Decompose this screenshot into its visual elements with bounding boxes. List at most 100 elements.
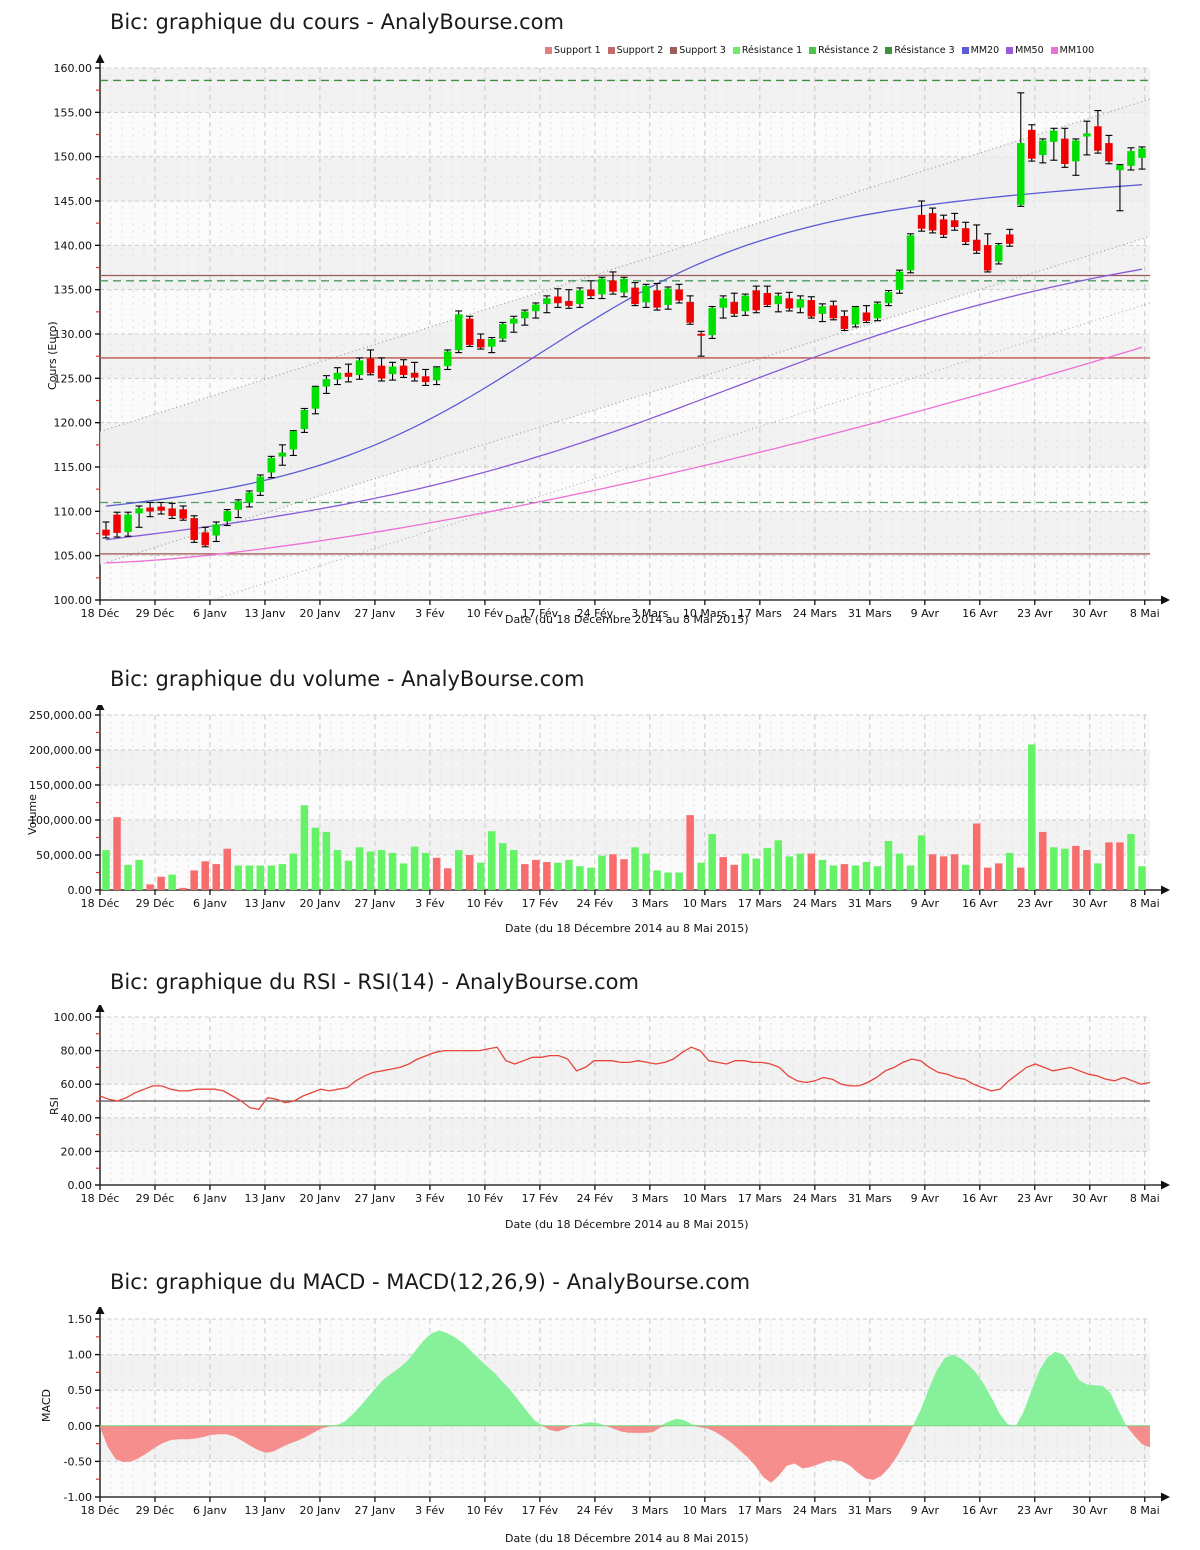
svg-text:6 Janv: 6 Janv xyxy=(193,1504,227,1517)
svg-text:9 Avr: 9 Avr xyxy=(911,897,940,910)
svg-text:140.00: 140.00 xyxy=(54,239,93,252)
svg-text:17 Fév: 17 Fév xyxy=(522,1192,559,1205)
svg-text:31 Mars: 31 Mars xyxy=(848,1504,892,1517)
svg-text:9 Avr: 9 Avr xyxy=(911,607,940,620)
legend-entry-support-3: Support 3 xyxy=(670,45,726,56)
macd-chart-plot: -1.00 -0.50 0.00 0.50 1.00 1.50 18 Déc 29 Déc 6 … xyxy=(64,1307,1170,1517)
price-x-axis-label: Date (du 18 Décembre 2014 au 8 Mai 2015) xyxy=(505,613,749,626)
svg-text:10 Fév: 10 Fév xyxy=(467,607,504,620)
svg-text:80.00: 80.00 xyxy=(61,1045,93,1058)
svg-text:13 Janv: 13 Janv xyxy=(244,897,285,910)
svg-text:1.00: 1.00 xyxy=(68,1349,93,1362)
svg-text:27 Janv: 27 Janv xyxy=(354,607,395,620)
svg-text:13 Janv: 13 Janv xyxy=(244,607,285,620)
svg-text:17 Fév: 17 Fév xyxy=(522,897,559,910)
legend-label: Support 2 xyxy=(616,45,664,56)
svg-text:10 Mars: 10 Mars xyxy=(683,1504,727,1517)
svg-text:20 Janv: 20 Janv xyxy=(299,607,340,620)
svg-text:105.00: 105.00 xyxy=(54,550,93,563)
svg-text:24 Mars: 24 Mars xyxy=(793,897,837,910)
svg-text:18 Déc: 18 Déc xyxy=(81,1192,120,1205)
svg-text:24 Fév: 24 Fév xyxy=(577,607,614,620)
svg-text:3 Mars: 3 Mars xyxy=(631,1504,668,1517)
svg-text:31 Mars: 31 Mars xyxy=(848,897,892,910)
svg-text:250,000.00: 250,000.00 xyxy=(29,709,92,722)
legend-entry-support-2: Support 2 xyxy=(607,45,664,56)
svg-text:6 Janv: 6 Janv xyxy=(193,607,227,620)
svg-text:24 Mars: 24 Mars xyxy=(793,1192,837,1205)
legend-swatch-icon xyxy=(885,47,893,54)
rsi-chart-title: Bic: graphique du RSI - RSI(14) - AnalyB… xyxy=(110,970,639,994)
svg-text:8 Mai: 8 Mai xyxy=(1130,1504,1160,1517)
svg-text:0.00: 0.00 xyxy=(68,1420,93,1433)
svg-text:16 Avr: 16 Avr xyxy=(962,897,998,910)
svg-text:0.00: 0.00 xyxy=(68,884,93,897)
svg-text:10 Mars: 10 Mars xyxy=(683,1192,727,1205)
svg-text:115.00: 115.00 xyxy=(54,461,93,474)
svg-text:0.50: 0.50 xyxy=(68,1384,93,1397)
legend-entry-support-1: Support 1 xyxy=(545,45,601,56)
svg-text:10 Mars: 10 Mars xyxy=(683,607,727,620)
svg-text:145.00: 145.00 xyxy=(54,195,93,208)
svg-text:3 Fév: 3 Fév xyxy=(415,607,445,620)
svg-text:18 Déc: 18 Déc xyxy=(81,897,120,910)
svg-text:29 Déc: 29 Déc xyxy=(136,1504,175,1517)
svg-text:6 Janv: 6 Janv xyxy=(193,897,227,910)
svg-text:30 Avr: 30 Avr xyxy=(1072,607,1108,620)
svg-text:10 Mars: 10 Mars xyxy=(683,897,727,910)
rsi-chart-panel: Bic: graphique du RSI - RSI(14) - AnalyB… xyxy=(0,960,1200,1260)
svg-text:30 Avr: 30 Avr xyxy=(1072,897,1108,910)
legend-swatch-icon xyxy=(670,47,678,54)
svg-text:3 Fév: 3 Fév xyxy=(415,1504,445,1517)
svg-text:8 Mai: 8 Mai xyxy=(1130,1192,1160,1205)
legend-label: Résistance 2 xyxy=(818,45,879,56)
legend-entry-mm20: MM20 xyxy=(961,45,999,56)
legend-label: Résistance 1 xyxy=(741,45,803,56)
svg-text:110.00: 110.00 xyxy=(54,505,93,518)
svg-text:9 Avr: 9 Avr xyxy=(911,1192,940,1205)
svg-text:23 Avr: 23 Avr xyxy=(1017,1192,1053,1205)
legend-swatch-icon xyxy=(1006,47,1014,54)
svg-text:31 Mars: 31 Mars xyxy=(848,607,892,620)
legend-label: MM100 xyxy=(1059,45,1095,56)
svg-text:-1.00: -1.00 xyxy=(64,1491,92,1504)
svg-text:100,000.00: 100,000.00 xyxy=(29,814,92,827)
svg-text:60.00: 60.00 xyxy=(61,1078,93,1091)
svg-text:18 Déc: 18 Déc xyxy=(81,607,120,620)
svg-text:8 Mai: 8 Mai xyxy=(1130,607,1160,620)
volume-chart-plot: 0.00 50,000.00 100,000.00 150,000.00 200,000… xyxy=(29,705,1170,910)
svg-text:9 Avr: 9 Avr xyxy=(911,1504,940,1517)
rsi-chart-plot: 0.00 20.00 40.00 60.00 80.00 100.00 18 Déc 29 D… xyxy=(54,1005,1170,1205)
volume-chart-panel: Bic: graphique du volume - AnalyBourse.c… xyxy=(0,655,1200,955)
price-y-axis-label: Cours (Euro) xyxy=(46,321,59,390)
svg-text:0.00: 0.00 xyxy=(68,1179,93,1192)
macd-chart-panel: Bic: graphique du MACD - MACD(12,26,9) -… xyxy=(0,1262,1200,1550)
legend-entry-mm100: MM100 xyxy=(1050,45,1095,56)
svg-text:17 Mars: 17 Mars xyxy=(738,1192,782,1205)
svg-text:31 Mars: 31 Mars xyxy=(848,1192,892,1205)
svg-text:30 Avr: 30 Avr xyxy=(1072,1192,1108,1205)
macd-x-axis-label: Date (du 18 Décembre 2014 au 8 Mai 2015) xyxy=(505,1532,749,1545)
volume-x-axis-label: Date (du 18 Décembre 2014 au 8 Mai 2015) xyxy=(505,922,749,935)
svg-text:20 Janv: 20 Janv xyxy=(299,897,340,910)
svg-text:10 Fév: 10 Fév xyxy=(467,1192,504,1205)
svg-text:125.00: 125.00 xyxy=(54,372,93,385)
svg-text:24 Fév: 24 Fév xyxy=(577,1192,614,1205)
svg-text:3 Fév: 3 Fév xyxy=(415,897,445,910)
svg-text:23 Avr: 23 Avr xyxy=(1017,897,1053,910)
legend-swatch-icon xyxy=(545,47,552,54)
svg-text:6 Janv: 6 Janv xyxy=(193,1192,227,1205)
macd-y-axis-label: MACD xyxy=(40,1389,53,1422)
svg-text:16 Avr: 16 Avr xyxy=(962,607,998,620)
volume-y-axis-label: Volume xyxy=(26,794,39,835)
rsi-x-axis-label: Date (du 18 Décembre 2014 au 8 Mai 2015) xyxy=(505,1218,749,1231)
svg-text:20 Janv: 20 Janv xyxy=(299,1504,340,1517)
svg-text:27 Janv: 27 Janv xyxy=(354,897,395,910)
svg-text:24 Fév: 24 Fév xyxy=(577,1504,614,1517)
svg-text:24 Mars: 24 Mars xyxy=(793,1504,837,1517)
svg-text:17 Mars: 17 Mars xyxy=(738,607,782,620)
svg-text:8 Mai: 8 Mai xyxy=(1130,897,1160,910)
svg-text:130.00: 130.00 xyxy=(54,328,93,341)
legend-label: Résistance 3 xyxy=(894,45,955,56)
